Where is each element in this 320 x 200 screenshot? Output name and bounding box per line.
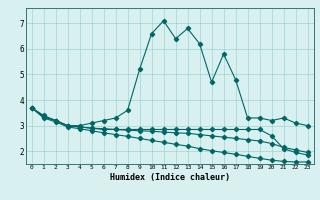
X-axis label: Humidex (Indice chaleur): Humidex (Indice chaleur) <box>109 173 230 182</box>
